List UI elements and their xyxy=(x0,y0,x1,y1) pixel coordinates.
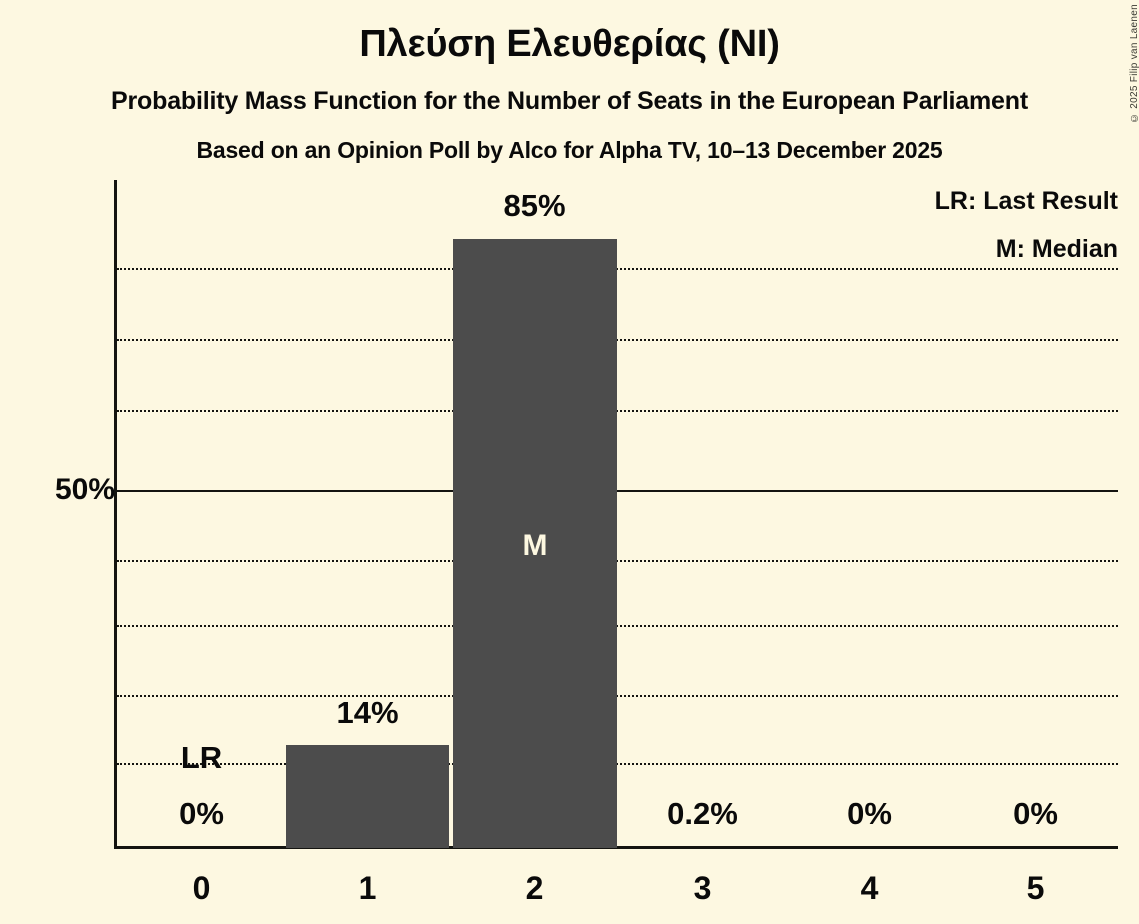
x-tick-label-3: 3 xyxy=(693,870,712,906)
legend-median: M: Median xyxy=(995,235,1118,263)
gridline-80 xyxy=(117,339,1118,341)
x-tick-label-4: 4 xyxy=(860,870,879,906)
value-label-2: 85% xyxy=(503,188,566,223)
gridline-40 xyxy=(117,560,1118,562)
bar-1[interactable] xyxy=(286,745,449,848)
x-tick-label-1: 1 xyxy=(358,870,377,906)
gridline-90 xyxy=(117,268,1118,270)
last-result-marker: LR xyxy=(180,740,223,775)
plot-area: M xyxy=(114,180,1118,849)
x-tick-label-2: 2 xyxy=(525,870,544,906)
legend-last-result: LR: Last Result xyxy=(934,187,1118,215)
chart-subtitle: Probability Mass Function for the Number… xyxy=(111,87,1028,115)
median-marker: M xyxy=(522,529,548,562)
gridline-30 xyxy=(117,625,1118,627)
gridline-70 xyxy=(117,410,1118,412)
chart-title: Πλεύση Ελευθερίας (NI) xyxy=(359,23,780,65)
y-axis-line xyxy=(114,180,117,849)
x-tick-label-5: 5 xyxy=(1026,870,1045,906)
gridline-20 xyxy=(117,695,1118,697)
gridline-50 xyxy=(117,490,1118,492)
value-label-3: 0.2% xyxy=(667,796,738,831)
value-label-4: 0% xyxy=(847,796,892,831)
bar-2[interactable]: M xyxy=(453,239,617,848)
copyright-notice: © 2025 Filip van Laenen xyxy=(1129,4,1139,124)
value-label-0: 0% xyxy=(179,796,224,831)
value-label-5: 0% xyxy=(1013,796,1058,831)
x-tick-label-0: 0 xyxy=(192,870,211,906)
gridline-10 xyxy=(117,763,1118,765)
chart-source-note: Based on an Opinion Poll by Alco for Alp… xyxy=(196,137,943,163)
value-label-1: 14% xyxy=(336,695,399,730)
y-tick-label-50: 50% xyxy=(54,473,115,506)
